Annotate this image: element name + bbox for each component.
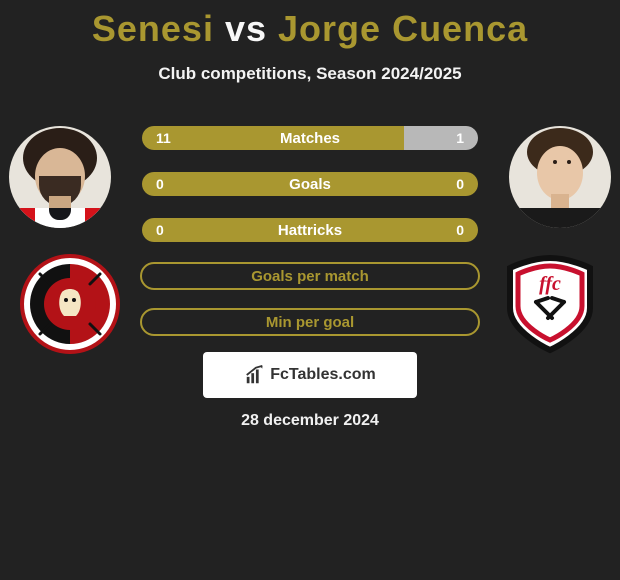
player1-club-crest [20, 254, 120, 354]
title-player2: Jorge Cuenca [278, 8, 528, 49]
stat-row-goals: 0 0 Goals [140, 170, 480, 198]
subtitle: Club competitions, Season 2024/2025 [0, 64, 620, 84]
title-player1: Senesi [92, 8, 214, 49]
player2-avatar [509, 126, 611, 228]
bournemouth-crest-icon [20, 254, 120, 354]
stat-left-value: 0 [142, 218, 310, 242]
stat-left-value: 11 [142, 126, 404, 150]
stat-right-value: 1 [404, 126, 478, 150]
source-logo-text: FcTables.com [270, 366, 376, 384]
stat-row-hattricks: 0 0 Hattricks [140, 216, 480, 244]
stat-left-value: 0 [142, 172, 310, 196]
stat-right-value: 0 [310, 218, 478, 242]
stat-row-goals-per-match: Goals per match [140, 262, 480, 290]
title-vs: vs [225, 8, 267, 49]
stat-bars: 11 1 Matches 0 0 Goals 0 0 Hattricks Goa… [140, 124, 480, 354]
player2-club-crest: ffc [500, 254, 600, 354]
stat-label: Goals per match [142, 264, 478, 288]
stat-row-min-per-goal: Min per goal [140, 308, 480, 336]
stat-label: Min per goal [142, 310, 478, 334]
date-text: 28 december 2024 [0, 412, 620, 430]
source-logo[interactable]: FcTables.com [203, 352, 417, 398]
stat-right-value: 0 [310, 172, 478, 196]
svg-text:ffc: ffc [539, 273, 561, 295]
fulham-crest-icon: ffc [500, 254, 600, 354]
chart-icon [244, 364, 266, 386]
stat-row-matches: 11 1 Matches [140, 124, 480, 152]
player1-avatar [9, 126, 111, 228]
comparison-title: Senesi vs Jorge Cuenca [0, 0, 620, 50]
